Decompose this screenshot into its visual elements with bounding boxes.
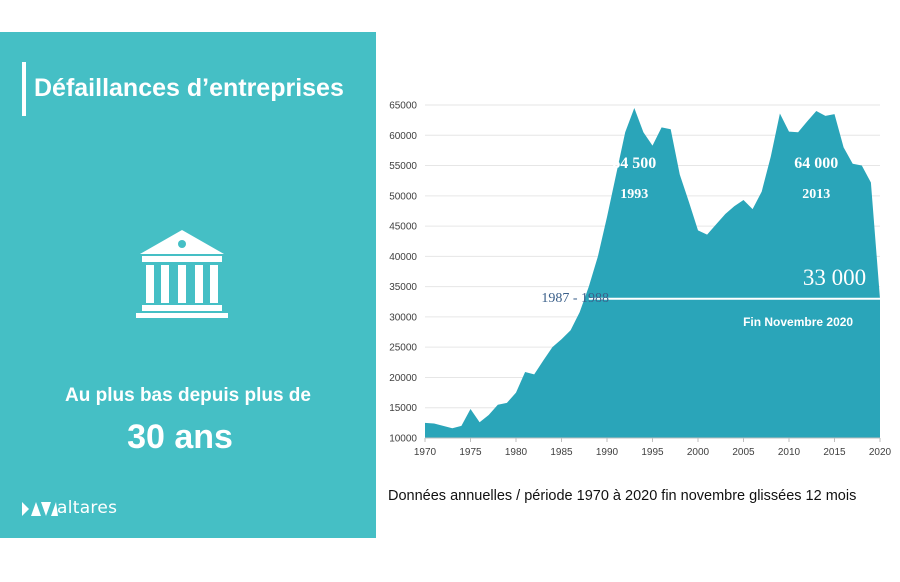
- x-tick-label: 1985: [550, 447, 573, 458]
- y-tick-label: 35000: [389, 282, 417, 293]
- y-tick-label: 15000: [389, 403, 417, 414]
- bank-building-icon: [136, 230, 228, 318]
- peak-1993-year-label: 1993: [620, 187, 648, 202]
- y-tick-label: 10000: [389, 434, 417, 445]
- y-tick-label: 20000: [389, 373, 417, 384]
- failures-area-chart: 10000 15000 20000 25000 30000 35000 40000 45000…: [389, 101, 892, 459]
- altares-logo-text: altares: [57, 498, 118, 518]
- peak-2013-year-label: 2013: [802, 187, 830, 202]
- peak-2013-value-label: 64 000: [794, 155, 838, 172]
- y-tick-label: 60000: [389, 131, 417, 142]
- info-panel: Défaillances d’entreprises Au plus bas d…: [0, 32, 376, 538]
- x-tick-label: 2010: [778, 447, 801, 458]
- peak-1993-value-label: 64 500: [612, 155, 656, 172]
- panel-highlight: 30 ans: [127, 418, 233, 456]
- current-value-label: 33 000: [803, 265, 866, 290]
- y-tick-label: 50000: [389, 191, 417, 202]
- x-tick-label: 2005: [732, 447, 755, 458]
- x-tick-label: 1990: [596, 447, 619, 458]
- y-tick-label: 40000: [389, 252, 417, 263]
- y-tick-label: 55000: [389, 161, 417, 172]
- y-tick-label: 65000: [389, 101, 417, 112]
- panel-title: Défaillances d’entreprises: [34, 74, 344, 102]
- y-tick-label: 45000: [389, 222, 417, 233]
- y-tick-label: 30000: [389, 312, 417, 323]
- y-tick-label: 25000: [389, 343, 417, 354]
- x-tick-label: 1975: [459, 447, 482, 458]
- period-label: 1987 - 1988: [541, 291, 609, 306]
- title-accent-bar: [22, 62, 26, 116]
- x-tick-label: 1995: [641, 447, 664, 458]
- series-area: [425, 108, 880, 438]
- current-period-label: Fin Novembre 2020: [743, 315, 853, 329]
- x-tick-label: 1970: [414, 447, 437, 458]
- x-tick-label: 1980: [505, 447, 528, 458]
- chart-caption: Données annuelles / période 1970 à 2020 …: [388, 488, 857, 504]
- x-tick-label: 2020: [869, 447, 892, 458]
- altares-logo-mark-icon: [22, 502, 58, 516]
- x-tick-label: 2015: [823, 447, 846, 458]
- panel-subtitle: Au plus bas depuis plus de: [65, 385, 311, 406]
- x-tick-label: 2000: [687, 447, 710, 458]
